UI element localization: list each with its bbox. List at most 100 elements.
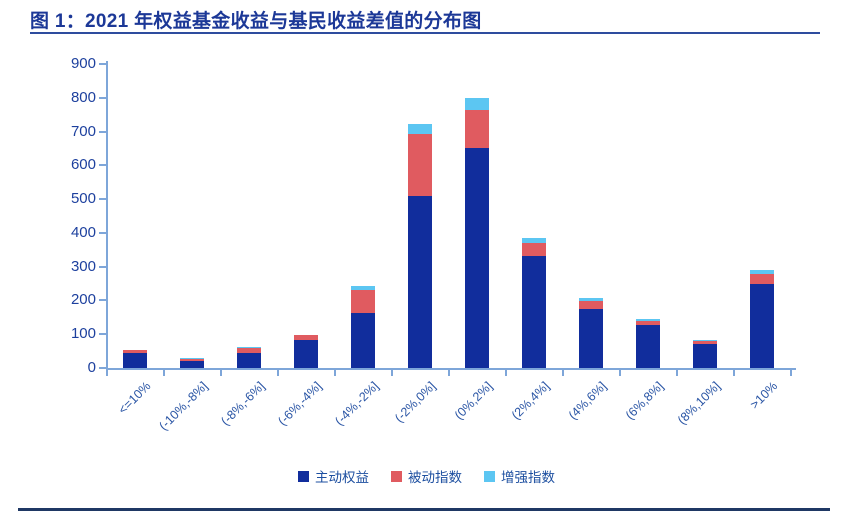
- x-axis-category-label: (-2%,0%]: [392, 379, 439, 426]
- x-axis-category-label: (-10%,-8%]: [156, 379, 211, 434]
- y-axis-tick: [99, 299, 106, 302]
- x-axis-tick: [676, 370, 678, 376]
- stacked-bar-(-6%,-4%]: [293, 334, 318, 368]
- x-axis-tick: [391, 370, 393, 376]
- y-axis-tick: [99, 96, 106, 99]
- chart-legend: 主动权益 被动指数 增强指数: [0, 466, 853, 486]
- category-slot: [220, 64, 277, 368]
- x-axis-tick: [334, 370, 336, 376]
- category-slot: [448, 64, 505, 368]
- legend-swatch-icon: [391, 470, 402, 482]
- bar-segment-增强指数: [464, 97, 489, 110]
- x-axis-tick: [562, 370, 564, 376]
- stacked-bar-(-4%,-2%]: [350, 285, 375, 368]
- x-axis-category-label: (4%,6%]: [566, 379, 610, 423]
- category-slot: [391, 64, 448, 368]
- figure-title: 图 1：2021 年权益基金收益与基民收益差值的分布图: [30, 11, 482, 32]
- y-axis-tick-label: 200: [70, 291, 96, 309]
- bar-segment-增强指数: [521, 238, 546, 244]
- bar-segment-被动指数: [293, 335, 318, 341]
- x-axis-tick: [790, 370, 792, 376]
- bar-segment-主动权益: [350, 312, 375, 368]
- category-slot: [106, 64, 163, 368]
- x-axis-category-label: (-8%,-6%]: [218, 379, 268, 429]
- category-slot: [676, 64, 733, 368]
- stacked-bar-(6%,8%]: [635, 319, 660, 368]
- stacked-bar-(-8%,-6%]: [236, 346, 261, 368]
- legend-item-增强指数: 增强指数: [484, 466, 555, 486]
- legend-swatch-icon: [484, 470, 495, 482]
- y-axis-tick-label: 400: [70, 223, 96, 241]
- y-axis-tick-label: 700: [70, 122, 96, 140]
- x-axis-category-label: (6%,8%]: [623, 379, 667, 423]
- stacked-bar-(8%,10%]: [692, 340, 717, 368]
- bar-segment-主动权益: [407, 196, 432, 368]
- x-axis-category-label: (-4%,-2%]: [332, 379, 382, 429]
- bar-segment-增强指数: [179, 357, 204, 359]
- x-axis-category-label: >10%: [747, 379, 781, 412]
- bar-segment-增强指数: [236, 346, 261, 348]
- bar-segment-主动权益: [236, 353, 261, 368]
- y-axis-tick-label: 900: [70, 55, 96, 72]
- bar-segment-被动指数: [464, 109, 489, 148]
- category-slot: [733, 64, 790, 368]
- bar-segment-被动指数: [350, 289, 375, 313]
- x-axis-category-label: (-6%,-4%]: [275, 379, 325, 429]
- bottom-divider: [18, 508, 830, 511]
- y-axis-tick-label: 500: [70, 190, 96, 208]
- category-slot: [334, 64, 391, 368]
- stacked-bar-<=10%: [122, 350, 147, 368]
- y-axis-tick: [99, 63, 106, 65]
- bar-segment-增强指数: [749, 269, 774, 275]
- stacked-bar->10%: [749, 269, 774, 368]
- bar-segment-主动权益: [122, 352, 147, 368]
- y-axis-line: [106, 61, 108, 370]
- y-axis-tick: [99, 231, 106, 234]
- x-axis-tick: [220, 370, 222, 376]
- bar-segment-主动权益: [521, 256, 546, 368]
- x-axis-category-label: (2%,4%]: [509, 379, 553, 423]
- x-axis-tick: [277, 370, 279, 376]
- stacked-bar-(4%,6%]: [578, 298, 603, 368]
- x-axis-tick: [619, 370, 621, 376]
- x-axis-tick: [505, 370, 507, 376]
- category-slot: [505, 64, 562, 368]
- legend-label: 主动权益: [315, 470, 369, 485]
- y-axis-tick-label: 300: [70, 257, 96, 275]
- x-axis-category-label: (0%,2%]: [452, 379, 496, 423]
- x-axis-tick: [163, 370, 165, 376]
- bar-segment-被动指数: [236, 347, 261, 354]
- y-axis-tick-label: 800: [70, 88, 96, 106]
- bar-segment-增强指数: [578, 298, 603, 302]
- y-axis-tick-label: 0: [87, 359, 96, 376]
- stacked-bar-(-10%,-8%]: [179, 357, 204, 368]
- bar-segment-被动指数: [749, 274, 774, 285]
- y-axis-tick: [99, 265, 106, 268]
- category-slot: [619, 64, 676, 368]
- x-axis-line: [106, 368, 796, 370]
- bar-segment-增强指数: [692, 340, 717, 341]
- bar-segment-主动权益: [464, 147, 489, 368]
- category-slot: [163, 64, 220, 368]
- x-axis-tick: [448, 370, 450, 376]
- title-underline: [30, 32, 820, 34]
- bar-segment-主动权益: [293, 340, 318, 368]
- legend-item-被动指数: 被动指数: [391, 466, 462, 486]
- bar-segment-被动指数: [407, 134, 432, 197]
- category-slot: [562, 64, 619, 368]
- bar-segment-主动权益: [578, 308, 603, 368]
- bar-segment-被动指数: [635, 321, 660, 326]
- x-axis-tick: [733, 370, 735, 376]
- bar-segment-被动指数: [521, 243, 546, 257]
- x-axis-category-label: <=10%: [115, 379, 154, 417]
- bar-segment-主动权益: [635, 325, 660, 368]
- bar-segment-增强指数: [407, 123, 432, 135]
- bar-segment-增强指数: [293, 334, 318, 336]
- stacked-bar-(-2%,0%]: [407, 123, 432, 368]
- y-axis-tick: [99, 333, 106, 336]
- bar-segment-被动指数: [692, 340, 717, 345]
- y-axis-tick-label: 100: [70, 325, 96, 343]
- stacked-bar-(2%,4%]: [521, 238, 546, 368]
- legend-swatch-icon: [298, 470, 309, 482]
